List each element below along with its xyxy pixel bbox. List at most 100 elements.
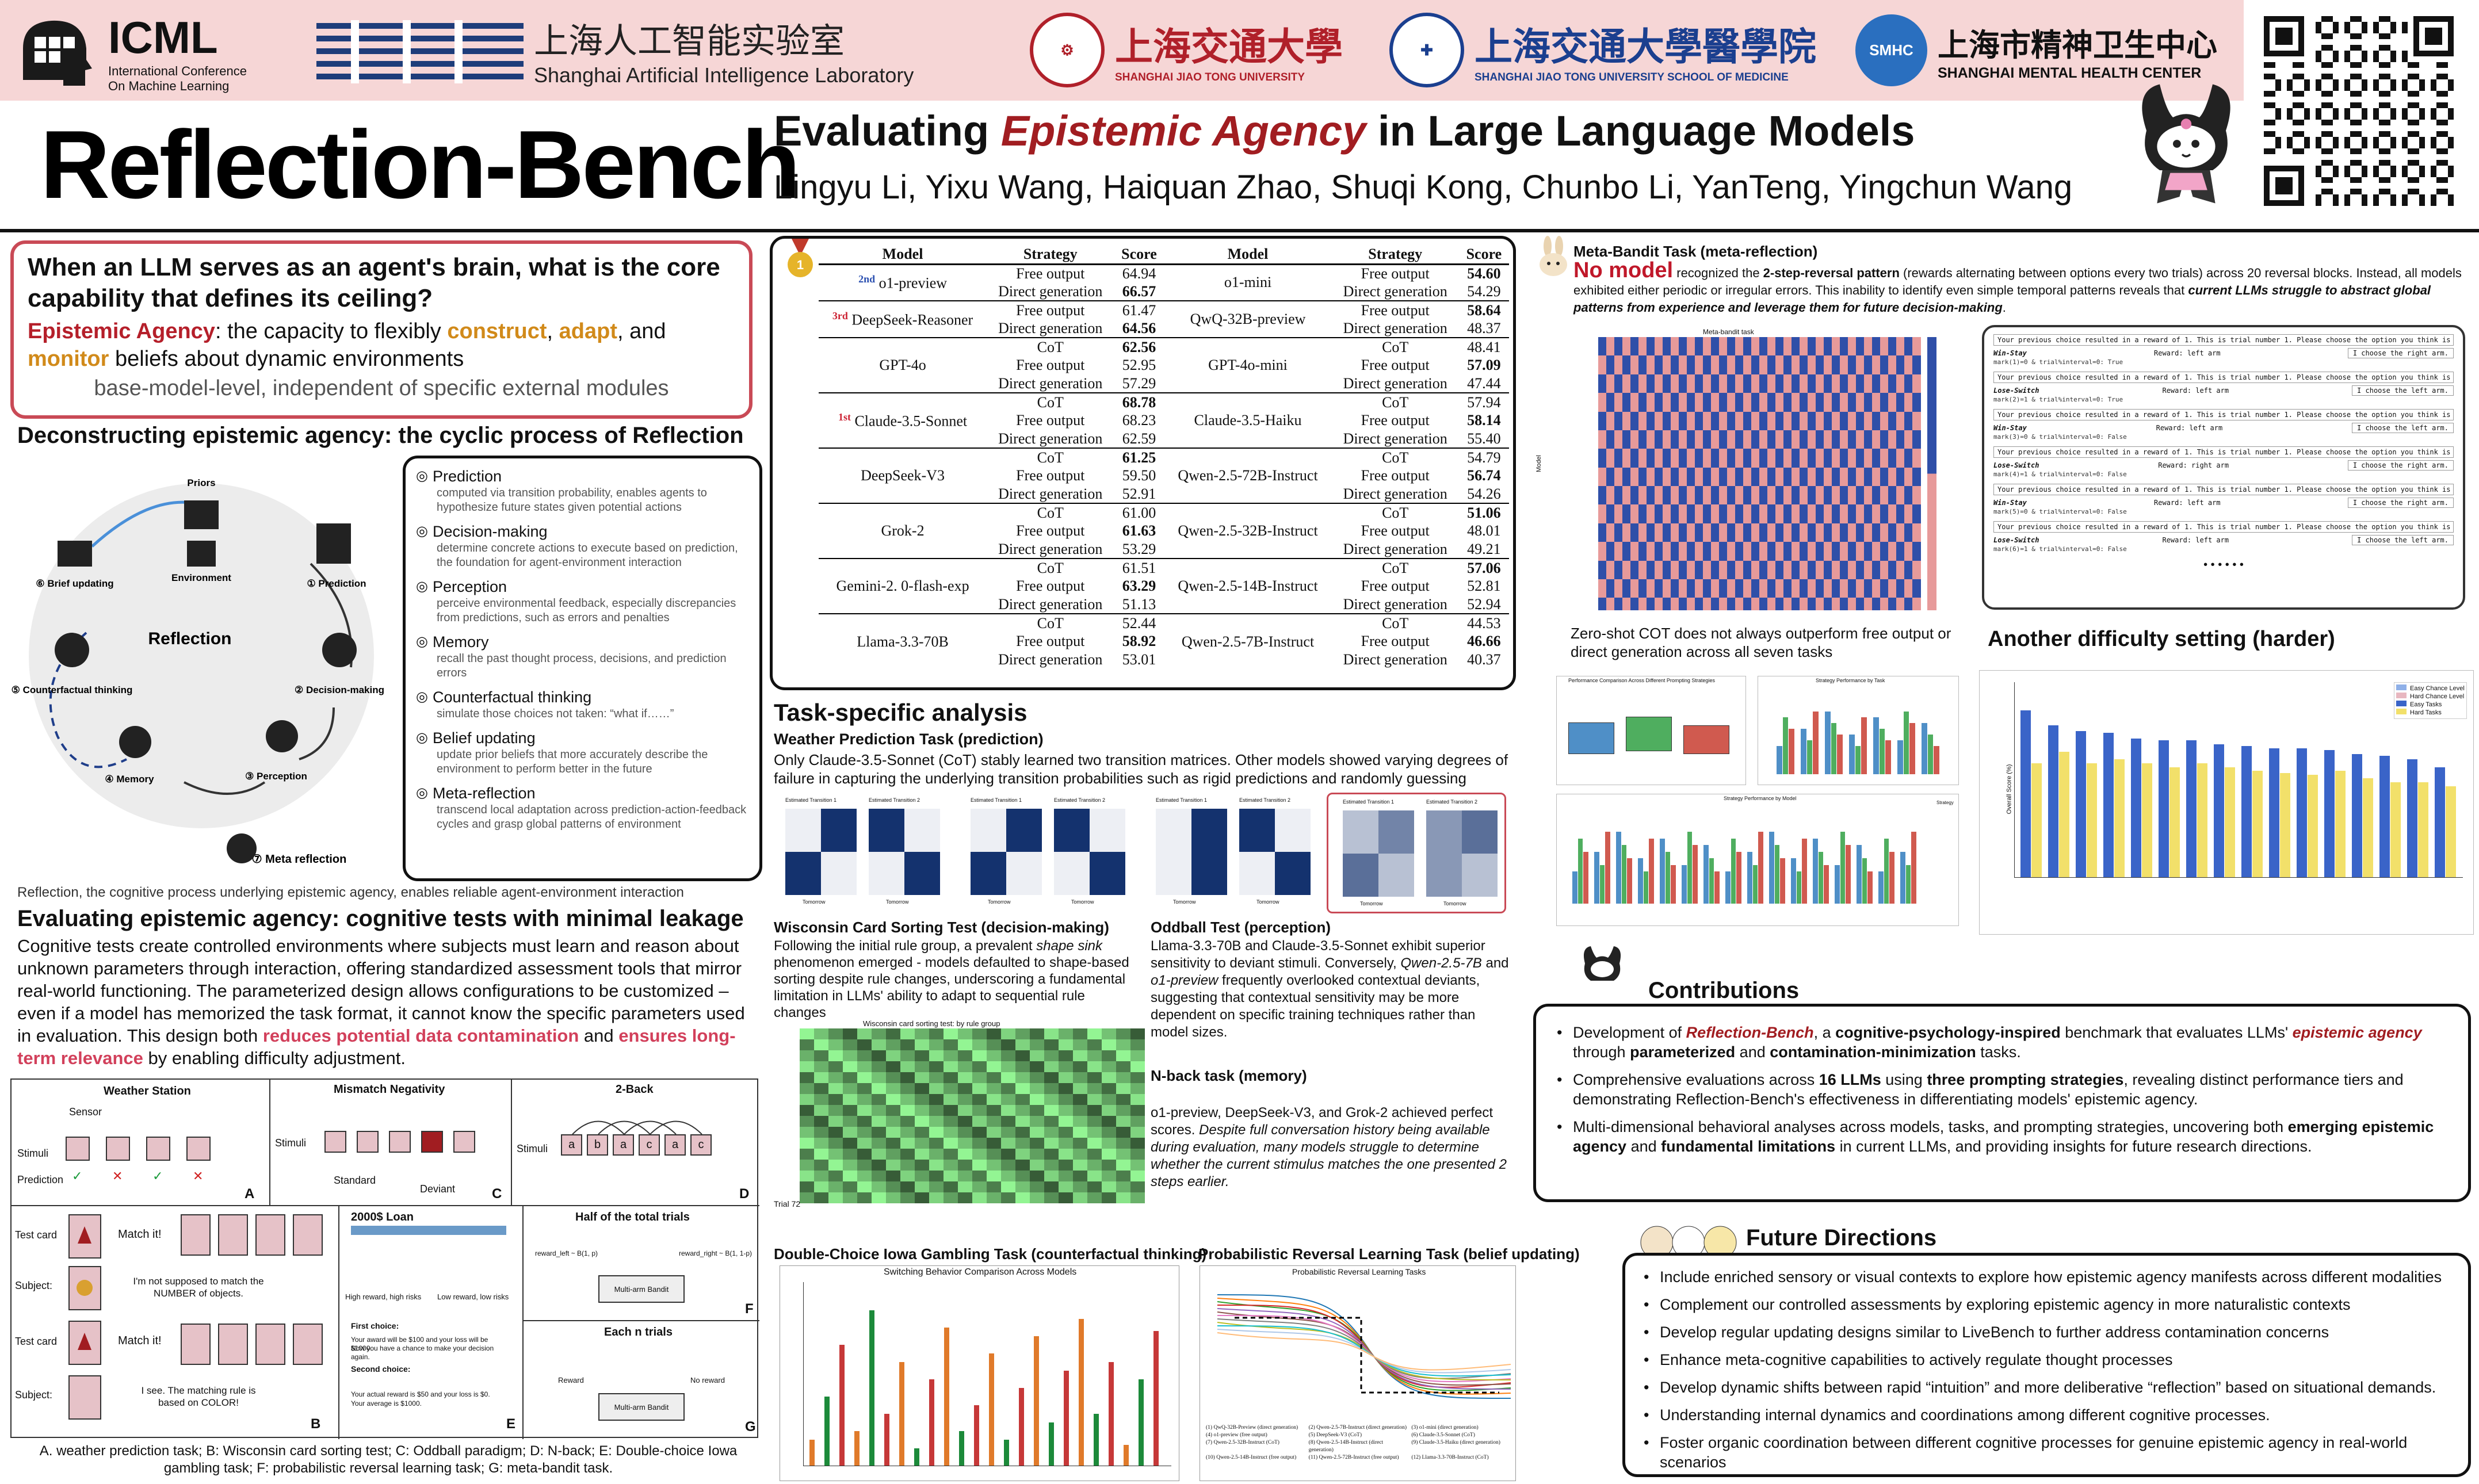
score-cell-2: 44.53 xyxy=(1458,613,1509,632)
mb-cell xyxy=(1767,473,1776,480)
mb-cell xyxy=(1848,355,1857,362)
wcst-cell xyxy=(828,1105,843,1116)
wcst-cell xyxy=(987,1094,1001,1105)
strategy-cell: Direct generation xyxy=(998,319,1103,336)
score-cell-2: 49.21 xyxy=(1467,540,1501,557)
prl-legend-item: (7) Qwen-2.5-32B-Instruct (CoT) xyxy=(1206,1440,1279,1445)
wcst-cell xyxy=(1001,1028,1015,1039)
qr-code[interactable] xyxy=(2264,16,2454,217)
mb-cell xyxy=(1775,337,1784,344)
mb-cell xyxy=(1598,411,1607,418)
wcst-cards xyxy=(68,1214,101,1420)
table-header-cell: Score xyxy=(1114,246,1164,265)
strategy-cell: Direct generation xyxy=(998,282,1103,300)
mb-cell xyxy=(1703,473,1712,480)
mb-cell xyxy=(1606,486,1615,493)
igt-bar xyxy=(914,1448,919,1466)
cot-bar xyxy=(1774,845,1779,904)
mb-cell xyxy=(1864,343,1873,350)
mb-dialog-turn: Your previous choice resulted in a rewar… xyxy=(1993,372,2454,403)
cot-bar xyxy=(1693,845,1698,904)
wcst-cell xyxy=(1116,1039,1130,1050)
mb-cell xyxy=(1904,368,1913,375)
mb-cell xyxy=(1703,411,1712,418)
wcst-cell xyxy=(1130,1072,1145,1083)
mb-cell xyxy=(1896,393,1905,400)
mb-cell xyxy=(1719,430,1728,437)
table-row: Direct generation 57.29 Direct generation 4… xyxy=(819,374,1509,393)
mb-cell xyxy=(1751,548,1760,555)
mb-cell xyxy=(1824,368,1832,375)
mb-cell xyxy=(1751,455,1760,462)
wcst-cell xyxy=(1102,1181,1116,1192)
mb-cell xyxy=(1598,498,1607,505)
mb-cell xyxy=(1606,473,1615,480)
mb-cell xyxy=(1767,504,1776,511)
mb-cell xyxy=(1864,461,1873,468)
wcst-trial-label: Trial 72 xyxy=(774,1199,801,1208)
mb-cell xyxy=(1711,486,1720,493)
mb-cell xyxy=(1655,598,1663,605)
mb-cell xyxy=(1848,567,1857,573)
mb-cell xyxy=(1912,486,1921,493)
contribution-text: , revealing distinct performance tiers a… xyxy=(1573,1071,2404,1108)
mb-cell xyxy=(1630,362,1639,369)
mb-cell xyxy=(1832,529,1840,536)
wcst-cell xyxy=(944,1192,958,1203)
mb-cell xyxy=(1816,411,1824,418)
mb-cell xyxy=(1751,368,1760,375)
mb-cell xyxy=(1832,467,1840,474)
mb-cell xyxy=(1783,424,1792,431)
harder-ylabel: Overall Score (%) xyxy=(2006,764,2013,814)
mb-turn-row: Lose-Switch Reward: right arm I choose the… xyxy=(1993,460,2454,471)
mb-cell xyxy=(1695,573,1703,580)
mb-code-line: mark(2)=1 & trial%interval=0: True xyxy=(1993,396,2123,403)
mb-cell xyxy=(1904,380,1913,387)
wcst-cell xyxy=(987,1039,1001,1050)
wcst-cell xyxy=(1102,1192,1116,1203)
mb-cell xyxy=(1638,523,1647,530)
score-cell: 61.00 xyxy=(1114,503,1164,522)
task-paradigm-figure: Weather Station Sensor Stimuli Predictio… xyxy=(10,1078,759,1439)
mb-cell xyxy=(1856,529,1865,536)
mb-cell xyxy=(1800,405,1808,412)
mb-cell xyxy=(1663,529,1671,536)
wcst-cell xyxy=(814,1072,828,1083)
mb-cell xyxy=(1872,355,1881,362)
cot-bar xyxy=(1840,832,1845,904)
mb-cell xyxy=(1638,604,1647,611)
mb-cell xyxy=(1711,536,1720,542)
wcst-cell xyxy=(1073,1050,1087,1061)
mb-cell xyxy=(1775,362,1784,369)
mb-cell xyxy=(1606,598,1615,605)
mb-cell xyxy=(1743,511,1752,518)
mb-cell xyxy=(1687,511,1695,518)
oddball-em-2: o1-preview xyxy=(1151,973,1219,988)
mb-cell xyxy=(1638,560,1647,567)
mb-cell xyxy=(1598,529,1607,536)
mb-cell xyxy=(1775,393,1784,400)
wcst-cell xyxy=(886,1028,900,1039)
mb-cell xyxy=(1888,511,1897,518)
mb-cell xyxy=(1888,430,1897,437)
wcst-cell xyxy=(800,1127,814,1138)
mb-cell xyxy=(1735,411,1744,418)
mb-cell xyxy=(1824,604,1832,611)
wcst-text: Following the initial rule group, a prev… xyxy=(774,938,1130,1021)
mb-choice: I choose the left arm. xyxy=(2352,423,2454,433)
mb-cell xyxy=(1727,579,1736,586)
oddball-title: Oddball Test (perception) xyxy=(1151,919,1331,936)
mb-cell xyxy=(1703,343,1712,350)
wcst-cell xyxy=(972,1127,987,1138)
mb-cell xyxy=(1630,467,1639,474)
mb-cell xyxy=(1808,573,1816,580)
strategy-cell: Free output xyxy=(1016,633,1085,649)
mb-cell xyxy=(1598,567,1607,573)
mb-cell xyxy=(1832,461,1840,468)
mb-cell xyxy=(1679,355,1687,362)
mb-cell xyxy=(1614,449,1623,456)
harder-bar-easy xyxy=(2214,744,2224,877)
mb-cell xyxy=(1832,554,1840,561)
mb-cell xyxy=(1719,573,1728,580)
wcst-cell xyxy=(1015,1127,1030,1138)
